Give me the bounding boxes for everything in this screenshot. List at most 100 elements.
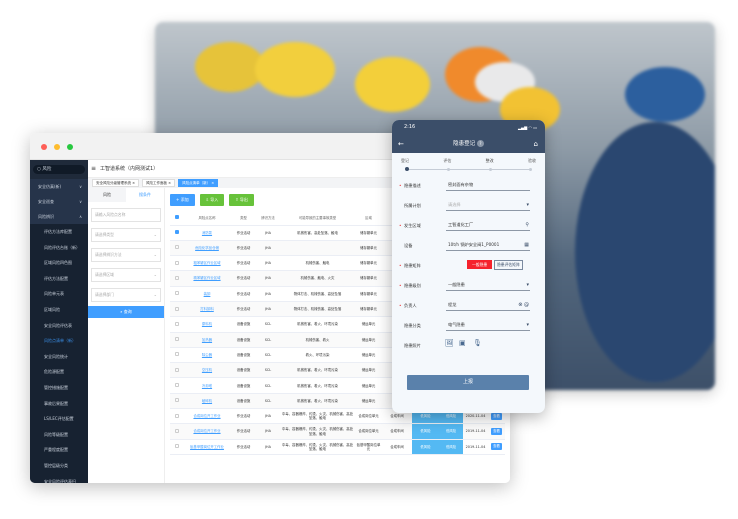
sidebar-item[interactable]: 危险源配置 — [30, 364, 88, 380]
filter-input[interactable]: 请输入风险点名称 — [91, 208, 161, 222]
row-checkbox[interactable] — [174, 444, 179, 449]
sidebar-item[interactable]: 风险点清单（新） — [30, 333, 88, 349]
field-input[interactable]: 请选择 ▾ — [446, 199, 530, 211]
field-input[interactable]: 一般隐患 ▾ — [446, 279, 530, 291]
chevron-down-icon: ⌄ — [153, 292, 157, 297]
sidebar-item[interactable]: 安全风险评估表扫 — [30, 473, 88, 483]
filter-tab[interactable]: 风险 — [88, 188, 126, 202]
sidebar-item[interactable]: 区域风险四色图 — [30, 255, 88, 271]
filter-input[interactable]: 请选择类型 ⌄ — [91, 228, 161, 242]
filter-tab-active[interactable]: 搜条件 — [126, 188, 164, 202]
risk-point-link[interactable]: 合成岗位开工作业 — [193, 429, 221, 434]
add-button[interactable]: + 添加 — [170, 194, 195, 206]
sidebar-search[interactable]: ○ 风险 — [33, 165, 85, 174]
risk-point-link[interactable]: 空压机 — [201, 368, 213, 373]
risk-point-link[interactable]: 冷却塔 — [201, 383, 213, 388]
risk-point-link[interactable]: 除尘器 — [201, 352, 213, 357]
row-checkbox[interactable] — [174, 291, 179, 296]
table-row[interactable]: 合成岗位开工作业 作业活动 JHA 中毒、容器爆炸、灼烫、火灾、机械伤害、高处坠落、触… — [170, 423, 505, 440]
field-input[interactable]: 工智道化工厂 ⚲ — [446, 219, 530, 231]
home-icon[interactable]: ⌂ — [533, 140, 538, 148]
cell-area: 氨基甲酸岗位单元 — [355, 439, 382, 455]
field-input[interactable]: 密封面有杂物 — [446, 179, 530, 191]
risk-point-link[interactable]: 消防泵 — [201, 230, 213, 235]
export-button[interactable]: ⇪ 导出 — [229, 194, 254, 206]
sidebar-item[interactable]: 风险等级配置 — [30, 426, 88, 443]
risk-point-link[interactable]: 打料卸料 — [200, 307, 214, 312]
microphone-icon[interactable]: 🎙 — [473, 339, 482, 347]
risk-point-link[interactable]: 加热器 — [201, 337, 213, 342]
select-all-checkbox[interactable] — [174, 215, 179, 220]
table-row[interactable]: 氨基甲酸岗位开工作业 作业活动 JHA 中毒、容器爆炸、灼烫、火灾、机械伤害、高处坠落… — [170, 439, 505, 455]
sidebar-item[interactable]: 严重程度配置 — [30, 442, 88, 458]
row-checkbox[interactable] — [174, 230, 179, 235]
risk-point-link[interactable]: 粗苯罐区作业区域 — [193, 261, 221, 266]
row-checkbox[interactable] — [174, 413, 179, 418]
status-icons: ▂▄▆ ◠ ▭ — [517, 125, 537, 130]
sidebar-item[interactable]: 风险评估台账（新） — [30, 239, 88, 256]
back-icon[interactable]: ← — [398, 140, 404, 148]
field-action-icon[interactable]: ⚲ — [525, 222, 529, 228]
risk-point-link[interactable]: 氨基甲酸岗位开工作业 — [190, 444, 224, 449]
sidebar-item[interactable]: 安全巡查 ∨ — [30, 194, 88, 209]
sidebar-item[interactable]: 安全风险评估表 — [30, 317, 88, 334]
view-button[interactable]: 查看 — [491, 412, 502, 420]
tab-active[interactable]: 风险点清单（新） × — [178, 179, 219, 187]
view-button[interactable]: 查看 — [491, 428, 502, 435]
risk-point-link[interactable]: 原料机 — [201, 322, 213, 327]
row-checkbox[interactable] — [174, 245, 179, 250]
field-action-icon[interactable]: ▦ — [524, 242, 529, 248]
view-button[interactable]: 查看 — [491, 443, 502, 451]
row-checkbox[interactable] — [174, 383, 179, 388]
field-input[interactable]: 程龙 ⊗ @ — [446, 299, 530, 311]
field-action-icon[interactable]: ▾ — [526, 202, 529, 208]
sidebar-item[interactable]: 评估方法库配置 — [30, 224, 88, 240]
menu-icon[interactable]: ≡ — [91, 165, 97, 172]
sidebar-item[interactable]: 安全仿真(新) ∨ — [30, 179, 88, 194]
sidebar-item[interactable]: 安全风险统计 — [30, 348, 88, 365]
field-action-icon[interactable]: ▾ — [526, 282, 529, 288]
row-checkbox[interactable] — [174, 367, 179, 372]
tab[interactable]: 安全风险分级管理系统 × — [92, 179, 140, 187]
filter-input[interactable]: 请选择区域 ⌄ — [91, 268, 161, 282]
minimize-dot[interactable] — [54, 144, 60, 150]
risk-point-link[interactable]: 装卸 — [203, 291, 211, 296]
risk-point-link[interactable]: 破碎机 — [201, 398, 213, 403]
row-checkbox[interactable] — [174, 398, 179, 403]
row-checkbox[interactable] — [174, 337, 179, 342]
sidebar-item[interactable]: 事故后果配置 — [30, 395, 88, 412]
sidebar-item[interactable]: LS/LEC评估配置 — [30, 411, 88, 427]
row-checkbox[interactable] — [174, 352, 179, 357]
filter-input[interactable]: 请选择辨识方法 ⌄ — [91, 248, 161, 262]
risk-point-link[interactable]: 精苯罐区作业区域 — [193, 276, 221, 281]
risk-point-link[interactable]: 危险化学品仓储 — [195, 245, 219, 250]
field-action-icon[interactable]: ▾ — [526, 322, 529, 328]
filter-input[interactable]: 请选择部门 ⌄ — [91, 288, 161, 302]
risk-point-link[interactable]: 合成岗位开工作业 — [193, 414, 221, 419]
sidebar-item[interactable]: 风险辨识 ∧ — [30, 209, 88, 224]
maximize-dot[interactable] — [67, 144, 73, 150]
sidebar-item[interactable]: 区域风险 — [30, 301, 88, 318]
tab[interactable]: 风险工作面板 × — [142, 179, 176, 187]
field-input[interactable]: 电气隐患 ▾ — [446, 319, 530, 331]
row-checkbox[interactable] — [174, 321, 179, 326]
cell-op: 查看 — [488, 423, 505, 440]
row-checkbox[interactable] — [174, 275, 179, 280]
import-button[interactable]: ⇩ 导入 — [199, 194, 225, 206]
field-input[interactable]: 10t/h 锅炉安全阀1_P0001 ▦ — [446, 239, 530, 251]
sidebar-item[interactable]: 风险单元表 — [30, 286, 88, 302]
row-checkbox[interactable] — [174, 306, 179, 311]
submit-button[interactable]: 上报 — [407, 375, 529, 390]
row-checkbox[interactable] — [174, 260, 179, 265]
sidebar-item[interactable]: 评估方法配置 — [30, 270, 88, 287]
query-button[interactable]: ⌕ 查询 — [88, 306, 164, 318]
row-checkbox[interactable] — [174, 428, 179, 433]
screenshot-icon[interactable]: ▣ — [459, 339, 466, 347]
field-action-icon[interactable]: ⊗ @ — [518, 302, 529, 308]
photo-icon[interactable]: 🖼 — [445, 339, 454, 347]
sidebar-item[interactable]: 管控措施配置 — [30, 379, 88, 396]
close-dot[interactable] — [41, 144, 47, 150]
sidebar-item[interactable]: 管控层级分类 — [30, 457, 88, 474]
matrix-button[interactable]: 隐患评估矩阵 — [494, 260, 523, 270]
help-icon[interactable]: ? — [476, 140, 484, 147]
